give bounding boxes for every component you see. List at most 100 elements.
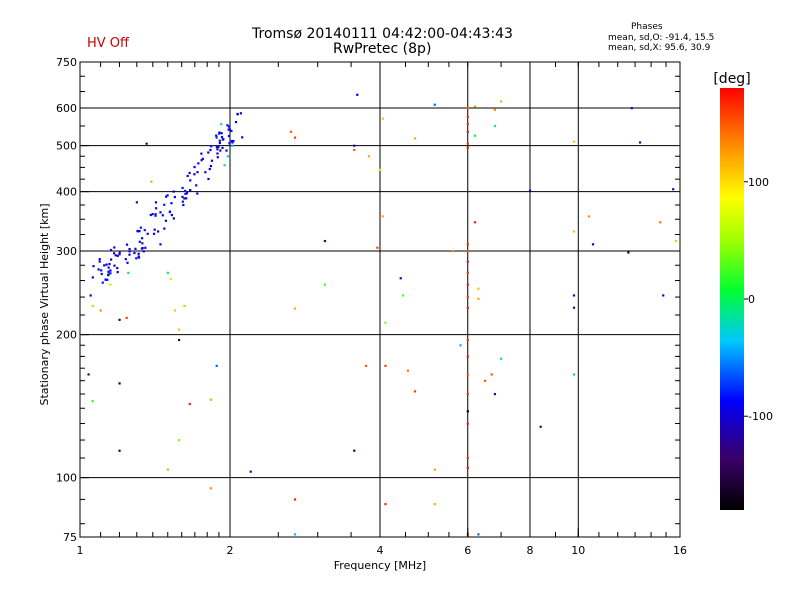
- trace-point: [97, 268, 100, 271]
- colorbar-tick-label: 0: [748, 293, 755, 306]
- scatter-point: [477, 533, 480, 536]
- trace-point: [100, 272, 103, 276]
- scatter-point: [215, 364, 218, 367]
- scatter-point: [572, 230, 576, 233]
- x-tick-label: 1: [77, 544, 84, 557]
- x-tick-label: 6: [464, 544, 471, 557]
- trace-point: [107, 270, 110, 273]
- scatter-point: [466, 410, 469, 413]
- scatter-point: [183, 304, 186, 308]
- trace-point: [181, 195, 184, 198]
- trace-point: [163, 203, 166, 206]
- trace-point: [140, 237, 144, 240]
- trace-point: [118, 253, 121, 256]
- trace-point: [143, 229, 146, 232]
- scatter-point: [376, 246, 379, 249]
- scatter-point: [293, 533, 297, 536]
- trace-point: [236, 112, 239, 116]
- trace-point: [207, 177, 210, 181]
- scatter-point: [572, 373, 576, 376]
- y-tick-label: 600: [56, 102, 77, 115]
- scatter-point: [177, 439, 181, 442]
- trace-point: [196, 171, 199, 174]
- trace-point: [172, 190, 175, 193]
- trace-point: [164, 219, 168, 222]
- scatter-point: [406, 369, 410, 372]
- scatter-point: [493, 393, 497, 396]
- scatter-point: [627, 251, 630, 254]
- trace-point: [183, 189, 187, 193]
- x-tick-label: 16: [673, 544, 687, 557]
- scatter-point: [466, 355, 469, 358]
- trace-point: [228, 142, 231, 145]
- scatter-point: [466, 243, 469, 246]
- y-tick-label: 400: [56, 186, 77, 199]
- trace-point: [98, 258, 101, 261]
- scatter-point: [477, 297, 480, 300]
- trace-point: [92, 265, 95, 268]
- trace-point: [239, 112, 243, 115]
- trace-point: [107, 274, 110, 277]
- trace-point: [173, 195, 176, 199]
- trace-point: [210, 159, 214, 162]
- y-tick-label: 75: [63, 531, 77, 544]
- scatter-point: [99, 309, 102, 312]
- scatter-point: [466, 123, 469, 126]
- trace-point: [109, 269, 112, 272]
- trace-point: [200, 159, 203, 162]
- scatter-point: [433, 503, 436, 506]
- trace-point: [116, 270, 119, 274]
- trace-point: [112, 252, 116, 255]
- trace-point: [138, 230, 141, 233]
- scatter-point: [466, 456, 469, 460]
- scatter-point: [177, 328, 181, 331]
- scatter-point: [353, 144, 356, 147]
- scatter-point: [223, 164, 226, 167]
- scatter-point: [381, 215, 384, 218]
- scatter-point: [249, 470, 252, 473]
- scatter-point: [466, 115, 469, 119]
- trace-point: [124, 258, 127, 261]
- trace-point: [170, 213, 173, 217]
- trace-point: [116, 266, 119, 270]
- trace-point: [100, 269, 103, 272]
- trace-point: [172, 217, 175, 220]
- scatter-point: [572, 140, 576, 143]
- trace-point: [219, 149, 222, 152]
- trace-point: [140, 247, 144, 250]
- scatter-point: [466, 130, 469, 133]
- scatter-point: [209, 398, 212, 401]
- scatter-point: [145, 142, 148, 145]
- trace-point: [221, 146, 224, 150]
- trace-point: [98, 260, 101, 263]
- trace-point: [113, 246, 116, 249]
- hv-status-label: HV Off: [87, 36, 129, 51]
- scatter-point: [413, 390, 417, 393]
- scatter-point: [659, 221, 662, 224]
- scatter-point: [466, 296, 469, 299]
- trace-point: [114, 254, 117, 257]
- trace-point: [161, 214, 164, 217]
- trace-point: [185, 192, 189, 195]
- trace-point: [215, 146, 218, 149]
- x-tick-label: 4: [377, 544, 384, 557]
- scatter-point: [323, 239, 327, 243]
- scatter-point: [459, 344, 462, 347]
- scatter-point: [173, 309, 177, 312]
- colorbar-gradient: [720, 88, 744, 510]
- trace-point: [106, 278, 109, 281]
- scatter-point: [466, 142, 469, 145]
- scatter-point: [473, 105, 477, 108]
- trace-point: [208, 168, 211, 171]
- scatter-point: [466, 146, 469, 149]
- trace-point: [125, 243, 129, 246]
- trace-point: [163, 227, 166, 230]
- trace-point: [189, 189, 192, 192]
- scatter-point: [466, 250, 469, 253]
- scatter-point: [639, 141, 642, 144]
- scatter-point: [591, 243, 595, 246]
- trace-point: [109, 248, 113, 252]
- x-axis-label: Frequency [MHz]: [334, 559, 426, 572]
- trace-point: [168, 210, 171, 214]
- chart-title-line1: Tromsø 20140111 04:42:00-04:43:43: [252, 26, 513, 42]
